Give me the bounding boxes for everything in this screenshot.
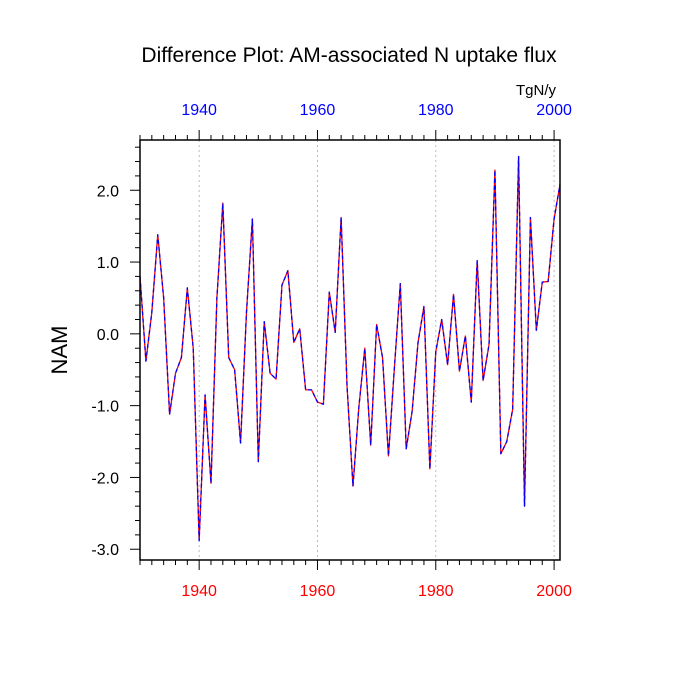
- y-tick-label: 0.0: [97, 327, 119, 344]
- y-axis-label: NAM: [47, 326, 72, 375]
- plot-frame: [139, 139, 561, 561]
- series-lines: [139, 155, 561, 542]
- bottom-tick-label-2000: 2000: [536, 583, 572, 600]
- y-tick-label: -2.0: [91, 470, 119, 487]
- series-line-0-red: [139, 155, 561, 542]
- y-tick-label: 1.0: [97, 255, 119, 272]
- top-tick-label-1960: 1960: [300, 102, 336, 119]
- bottom-tick-label-1960: 1960: [300, 583, 336, 600]
- top-tick-label-1980: 1980: [418, 102, 454, 119]
- y-tick-label: -1.0: [91, 399, 119, 416]
- chart-title: Difference Plot: AM-associated N uptake …: [141, 44, 557, 67]
- bottom-tick-label-1940: 1940: [181, 583, 217, 600]
- y-tick-label: 2.0: [97, 183, 119, 200]
- axis-ticks: [130, 130, 555, 570]
- series-line-0-blue: [139, 155, 561, 542]
- tick-labels: 1940 1940 1960 1960 1980 1980 2000 2000 2.0 1.0 0.…: [91, 102, 572, 600]
- y-tick-label: -3.0: [91, 542, 119, 559]
- top-tick-label-1940: 1940: [181, 102, 217, 119]
- grid-lines: [198, 140, 555, 560]
- units-label: TgN/y: [516, 82, 557, 99]
- top-tick-label-2000: 2000: [536, 102, 572, 119]
- bottom-tick-label-1980: 1980: [418, 583, 454, 600]
